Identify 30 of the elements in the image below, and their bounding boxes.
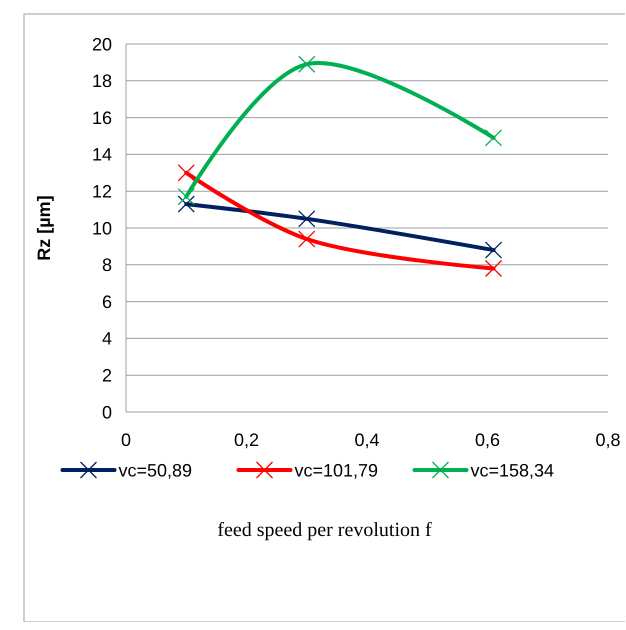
point [178, 164, 195, 182]
y-tick-label: 16 [92, 108, 112, 128]
x-axis-title: feed speed per revolution f [217, 519, 432, 541]
x-tick-label: 0,6 [474, 430, 500, 450]
y-tick-label: 20 [92, 34, 112, 54]
y-tick-label: 4 [102, 328, 112, 349]
legend-label: vc=50,89 [118, 460, 192, 480]
point [298, 230, 316, 248]
y-tick-label: 8 [102, 255, 112, 276]
point [298, 56, 316, 73]
point [298, 210, 316, 228]
x-tick-label: 0,8 [595, 430, 621, 450]
y-tick-label: 18 [92, 71, 112, 92]
x-tick-label: 0 [120, 430, 132, 450]
y-tick-label: 2 [102, 366, 112, 386]
point [178, 188, 195, 206]
legend-label: vc=101,79 [294, 460, 378, 480]
point [484, 260, 502, 278]
y-tick-label: 12 [92, 182, 112, 202]
point [484, 241, 502, 259]
legend-label: vc=158,34 [470, 460, 554, 480]
point [484, 129, 502, 146]
y-tick-label: 10 [92, 218, 112, 238]
y-tick-label: 14 [92, 144, 112, 165]
y-tick-label: 6 [102, 292, 112, 312]
x-tick-label: 0,2 [234, 430, 260, 450]
x-tick-label: 0,4 [354, 430, 380, 450]
y-tick-label: 0 [102, 402, 112, 422]
point [178, 195, 195, 213]
y-axis-title: Rz [µm] [34, 195, 54, 261]
